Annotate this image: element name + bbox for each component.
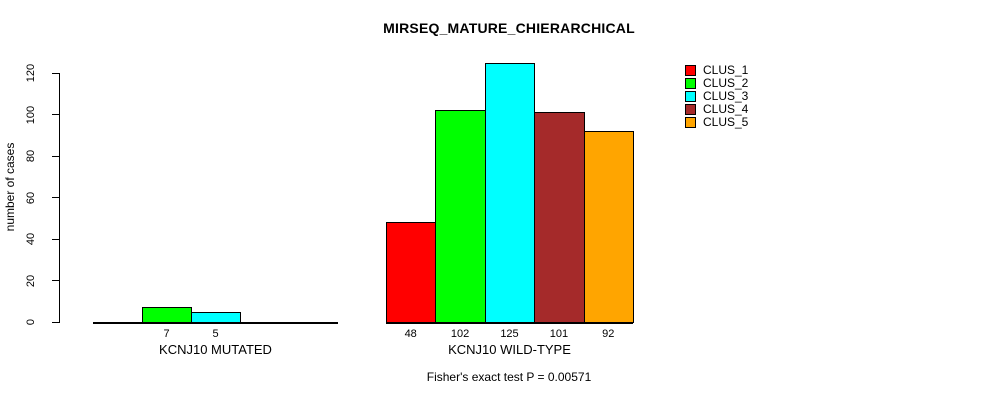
bar-value-CLUS_5-group1: 92 xyxy=(602,328,615,340)
bar-value-CLUS_1-group1: 48 xyxy=(404,328,417,340)
group-label-kcnj10-wild-type: KCNJ10 WILD-TYPE xyxy=(448,342,571,357)
legend-item-CLUS_2: CLUS_2 xyxy=(685,77,748,90)
legend-swatch-CLUS_4 xyxy=(685,104,696,115)
fishers-test-footnote: Fisher's exact test P = 0.00571 xyxy=(426,370,592,384)
x-axis-line-group0 xyxy=(93,322,338,324)
legend-swatch-CLUS_1 xyxy=(685,65,696,76)
y-tick-label: 120 xyxy=(25,63,37,83)
y-tick-label: 80 xyxy=(25,149,37,163)
y-tick-label: 0 xyxy=(25,318,37,326)
bar-value-CLUS_2-group0: 7 xyxy=(163,328,170,340)
y-tick-mark xyxy=(52,197,59,198)
legend-item-CLUS_3: CLUS_3 xyxy=(685,90,748,103)
legend-swatch-CLUS_3 xyxy=(685,91,696,102)
y-tick-label: 20 xyxy=(25,274,37,287)
legend-swatch-CLUS_2 xyxy=(685,78,696,89)
legend-label-CLUS_1: CLUS_1 xyxy=(703,63,749,77)
legend-label-CLUS_3: CLUS_3 xyxy=(703,89,749,103)
legend: CLUS_1 CLUS_2 CLUS_3 CLUS_4 CLUS_5 xyxy=(685,64,748,129)
chart-title: MIRSEQ_MATURE_CHIERARCHICAL xyxy=(383,20,635,36)
bar-value-CLUS_3-group1: 125 xyxy=(500,328,519,340)
y-tick-mark xyxy=(52,114,59,115)
y-tick-label: 40 xyxy=(25,232,37,246)
legend-label-CLUS_4: CLUS_4 xyxy=(703,102,749,116)
bar-CLUS_3-kcnj10-wild-type xyxy=(484,62,536,323)
bar-value-CLUS_3-group0: 5 xyxy=(212,328,219,340)
bar-CLUS_1-kcnj10-wild-type xyxy=(386,222,437,323)
y-tick-label: 100 xyxy=(25,105,37,124)
y-axis-label: number of cases xyxy=(3,142,17,232)
bar-CLUS_5-kcnj10-wild-type xyxy=(583,131,634,323)
bar-value-CLUS_4-group1: 101 xyxy=(549,328,569,340)
legend-item-CLUS_5: CLUS_5 xyxy=(685,116,748,129)
bar-value-CLUS_2-group1: 102 xyxy=(450,328,470,340)
bar-CLUS_2-kcnj10-wild-type xyxy=(435,110,486,323)
y-tick-mark xyxy=(52,72,59,74)
bar-CLUS_2-kcnj10-mutated xyxy=(142,307,192,323)
y-tick-mark xyxy=(52,155,59,157)
y-tick-label: 60 xyxy=(25,191,37,204)
x-axis-line-group1 xyxy=(386,322,633,324)
legend-item-CLUS_1: CLUS_1 xyxy=(685,64,748,77)
legend-label-CLUS_2: CLUS_2 xyxy=(703,76,749,90)
legend-item-CLUS_4: CLUS_4 xyxy=(685,103,748,116)
legend-swatch-CLUS_5 xyxy=(685,117,696,128)
y-tick-mark xyxy=(52,280,59,281)
y-tick-mark xyxy=(52,321,59,323)
group-label-kcnj10-mutated: KCNJ10 MUTATED xyxy=(159,342,272,357)
bar-CLUS_4-kcnj10-wild-type xyxy=(534,112,585,323)
y-tick-mark xyxy=(52,238,59,240)
y-axis-line xyxy=(59,73,60,323)
legend-label-CLUS_5: CLUS_5 xyxy=(703,115,749,129)
